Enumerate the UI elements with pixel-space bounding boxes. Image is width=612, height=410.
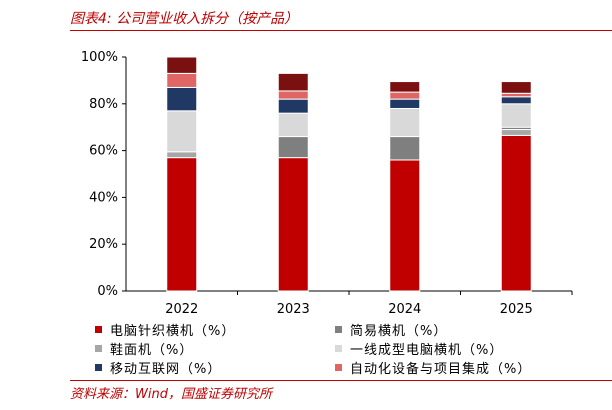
y-tick-label: 80%: [89, 97, 118, 112]
y-tick-label: 20%: [89, 237, 118, 252]
title-divider: [70, 30, 612, 31]
source-note: 资料来源：Wind，国盛证券研究所: [70, 387, 272, 402]
x-tick-label: 2024: [388, 302, 421, 317]
x-tick-label: 2022: [165, 302, 198, 317]
bar-segment: [500, 96, 532, 105]
legend-swatch: [95, 345, 102, 352]
x-tick-label: 2023: [277, 302, 310, 317]
stacked-bar-chart: 0% 20% 40% 60% 80% 100% 2022 2023 2024 2025: [81, 50, 573, 317]
x-tick-label: 2025: [500, 302, 533, 317]
legend-label: 简易横机（%）: [350, 324, 448, 339]
bar-segment: [389, 91, 421, 100]
legend-swatch: [335, 326, 342, 333]
bar-segment: [277, 72, 309, 92]
legend-label: 一线成型电脑横机（%）: [350, 343, 504, 358]
bar-segment: [389, 81, 421, 93]
bar-segment: [277, 98, 309, 114]
bar-segment: [389, 107, 421, 138]
legend-swatch: [95, 364, 102, 371]
bar-segment: [389, 98, 421, 109]
legend-item: 移动互联网（%）: [95, 358, 335, 377]
legend-label: 移动互联网（%）: [110, 362, 222, 377]
bar-segment: [500, 81, 532, 94]
y-tick-label: 100%: [81, 50, 118, 65]
legend-item: 自动化设备与项目集成（%）: [335, 358, 575, 377]
legend-label: 鞋面机（%）: [110, 343, 194, 358]
y-tick-label: 40%: [89, 190, 118, 205]
legend-row: 移动互联网（%） 自动化设备与项目集成（%）: [95, 358, 575, 377]
bar-segment: [500, 92, 532, 98]
legend-label: 自动化设备与项目集成（%）: [350, 362, 532, 377]
bar-segment: [500, 103, 532, 128]
bar-segment: [277, 90, 309, 100]
legend-swatch: [335, 364, 342, 371]
legend-swatch: [95, 326, 102, 333]
bar-segment: [277, 157, 309, 292]
y-tick-label: 0%: [97, 284, 118, 299]
legend-item: 简易横机（%）: [335, 320, 575, 339]
bar-segment: [277, 112, 309, 138]
bar-segment: [389, 136, 421, 161]
legend-item: 电脑针织横机（%）: [95, 320, 335, 339]
bar-segment: [166, 110, 198, 153]
bar-segment: [500, 134, 532, 292]
bar-segment: [277, 136, 309, 159]
legend-item: 一线成型电脑横机（%）: [335, 339, 575, 358]
legend-label: 电脑针织横机（%）: [110, 324, 236, 339]
bar-segment: [166, 86, 198, 112]
bar-segment: [166, 72, 198, 88]
bar-segment: [500, 129, 532, 136]
bar-segment: [166, 151, 198, 159]
legend-row: 电脑针织横机（%） 简易横机（%）: [95, 320, 575, 339]
bar-segment: [166, 56, 198, 74]
figure-title: 图表4: 公司营业收入拆分（按产品）: [70, 11, 299, 27]
bar-segment: [166, 157, 198, 292]
legend-swatch: [335, 345, 342, 352]
chart-legend: 电脑针织横机（%） 简易横机（%） 鞋面机（%） 一线成型电脑横机（%） 移动互…: [95, 320, 575, 377]
legend-row: 鞋面机（%） 一线成型电脑横机（%）: [95, 339, 575, 358]
y-tick-label: 60%: [89, 144, 118, 159]
bar-segment: [389, 159, 421, 292]
legend-item: 鞋面机（%）: [95, 339, 335, 358]
source-divider: [70, 380, 612, 381]
